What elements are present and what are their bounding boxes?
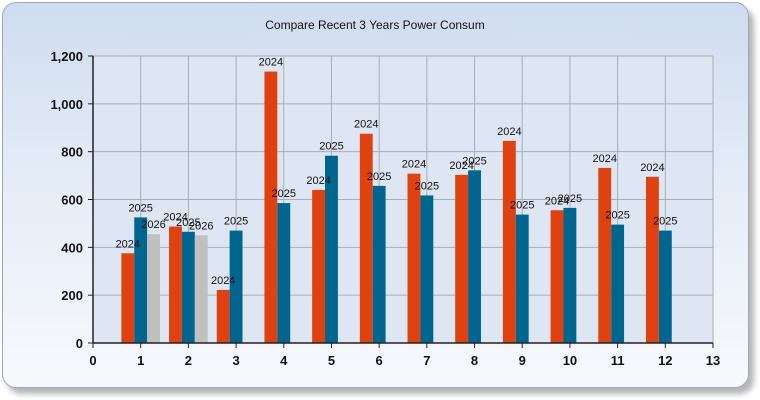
bar-2026-1 [147,234,161,343]
data-label-2025-4: 2025 [272,188,296,200]
x-tick-label: 5 [328,353,335,368]
data-label-2024-3: 2024 [211,275,235,287]
bar-2025-2 [181,231,195,343]
bar-2024-7 [407,173,421,343]
x-tick-label: 3 [232,353,239,368]
bar-2025-3 [229,230,243,343]
y-tick-label: 0 [76,336,83,351]
data-label-2025-9: 2025 [510,200,534,212]
data-label-2024-6: 2024 [354,119,378,131]
x-tick-label: 4 [280,353,288,368]
data-label-2024-11: 2024 [592,153,616,165]
data-label-2025-8: 2025 [462,155,486,167]
bar-2026-2 [194,235,208,343]
bar-2024-3 [216,289,230,343]
data-label-2025-2: 2025 [176,217,200,229]
x-tick-label: 6 [376,353,383,368]
data-label-2024-2: 2024 [163,212,187,224]
y-tick-label: 800 [61,145,83,160]
bars [121,71,672,343]
x-tick-label: 8 [471,353,478,368]
bar-2025-4 [277,203,291,343]
data-label-2025-11: 2025 [605,210,629,222]
data-label-2025-3: 2025 [224,216,248,228]
bar-2025-8 [468,170,481,343]
y-tick-label: 200 [61,288,83,303]
data-label-2024-10: 2024 [545,195,569,207]
bar-2024-8 [455,174,469,343]
data-label-2025-12: 2025 [653,216,677,228]
y-tick-label: 1,000 [50,97,83,112]
bar-2025-7 [420,195,434,343]
bar-2024-1 [121,253,135,343]
y-tick-label: 400 [61,240,83,255]
data-label-2024-1: 2024 [116,238,140,250]
data-label-2024-4: 2024 [259,57,283,69]
bar-2025-1 [134,217,148,343]
x-tick-label: 13 [706,353,720,368]
bar-2025-11 [611,224,625,343]
data-label-2024-8: 2024 [449,160,473,172]
data-label-2026-2: 2026 [189,220,213,232]
x-tick-label: 12 [658,353,672,368]
x-tick-label: 9 [519,353,526,368]
x-tick-label: 0 [89,353,96,368]
data-label-2025-6: 2025 [367,171,391,183]
bar-2024-6 [359,133,373,343]
data-label-2025-7: 2025 [415,180,439,192]
bar-2024-9 [502,140,516,343]
data-label-2026-1: 2026 [141,219,165,231]
data-label-2024-5: 2024 [306,175,330,187]
y-tick-label: 1,200 [50,49,83,64]
x-tick-label: 11 [611,353,625,368]
chart-title: Compare Recent 3 Years Power Consum [265,18,485,32]
bar-2024-11 [598,167,612,343]
data-label-2025-5: 2025 [319,141,343,153]
data-label-2024-7: 2024 [402,159,426,171]
y-tick-label: 600 [61,193,83,208]
data-label-2025-10: 2025 [558,193,582,205]
data-label-2024-9: 2024 [497,126,521,138]
bar-2024-4 [264,71,278,343]
bar-2025-6 [372,185,386,343]
bar-2024-12 [645,176,659,343]
bar-2025-9 [515,214,529,343]
bar-2024-5 [312,189,326,343]
data-label-2024-12: 2024 [640,162,664,174]
bar-2025-12 [658,230,672,343]
x-tick-label: 2 [185,353,192,368]
bar-2025-5 [325,155,338,343]
x-tick-label: 10 [563,353,577,368]
bar-2024-10 [550,210,564,343]
bar-2025-10 [563,207,577,343]
x-tick-label: 7 [423,353,430,368]
data-label-2025-1: 2025 [128,202,152,214]
data-labels: 2024 2024 2024 2024 2024 2024 2024 2024 2024 2024… [116,57,678,287]
bar-2024-2 [169,226,182,343]
axes [88,55,714,348]
x-tick-label: 1 [137,353,144,368]
